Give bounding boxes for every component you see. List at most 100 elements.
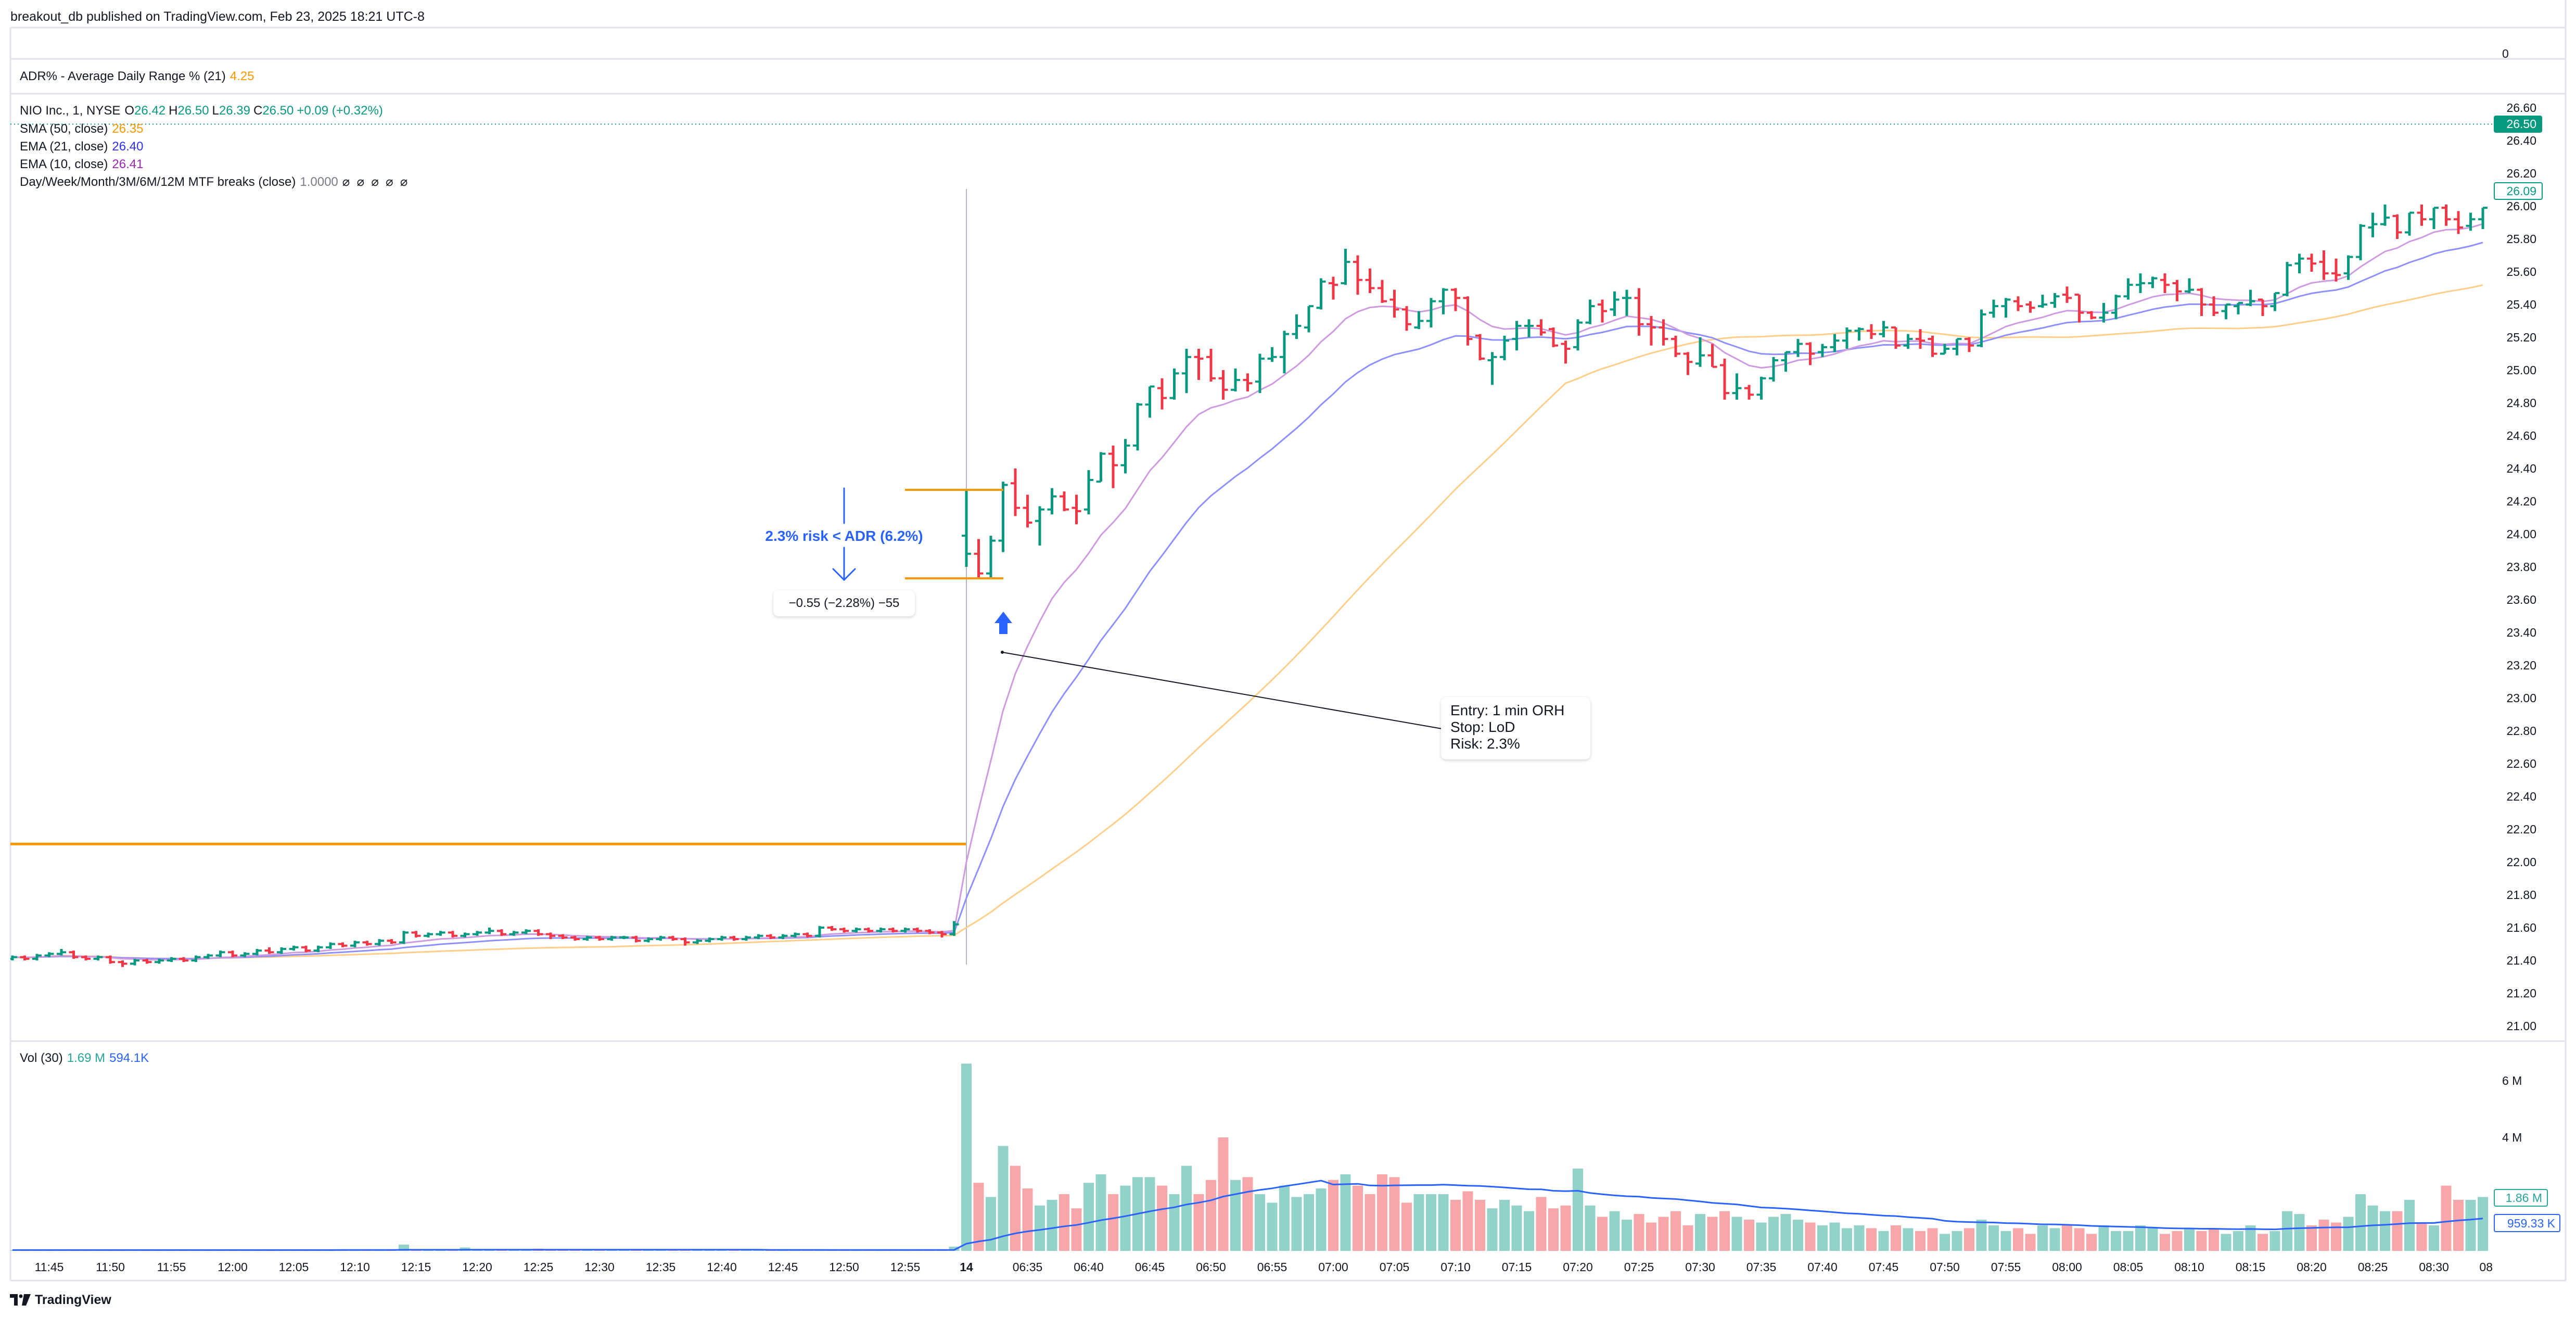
volume-bar: [2013, 1228, 2023, 1251]
price-marker-label: 26.09: [2506, 184, 2536, 198]
price-bar: [93, 955, 103, 960]
volume-bar: [1940, 1234, 1950, 1251]
tradingview-brand: TradingView: [35, 1292, 111, 1307]
volume-bar: [1328, 1180, 1338, 1251]
time-tick-label: 08:20: [2297, 1260, 2327, 1274]
price-bar: [1683, 352, 1693, 375]
volume-bar: [1915, 1231, 1925, 1251]
volume-pane[interactable]: [7, 1063, 2488, 1251]
publish-header: breakout_db published on TradingView.com…: [10, 9, 425, 24]
price-bar: [851, 928, 861, 933]
measure-label[interactable]: −0.55 (−2.28%) −55: [773, 590, 915, 616]
price-bar: [2221, 303, 2231, 320]
sma50-legend[interactable]: SMA (50, close) 26.35: [20, 121, 147, 137]
time-tick-label: 14: [960, 1260, 973, 1274]
volume-bar: [1022, 1188, 1033, 1251]
volume-bar: [1426, 1194, 1436, 1251]
price-bar: [326, 942, 335, 949]
volume-bar: [998, 1146, 1009, 1251]
volume-bar: [2294, 1214, 2305, 1251]
adr-legend[interactable]: ADR% - Average Daily Range % (21) 4.25: [20, 69, 258, 84]
time-tick-label: 07:15: [1502, 1260, 1532, 1274]
volume-bar: [1670, 1211, 1681, 1251]
volume-bar: [1768, 1217, 1779, 1251]
price-bar: [2148, 276, 2158, 288]
volume-bar: [1585, 1205, 1596, 1251]
last-volume-label: 1.86 M: [2506, 1191, 2542, 1205]
volume-bar: [1475, 1199, 1485, 1251]
price-bar: [1341, 248, 1350, 285]
price-bar: [2343, 255, 2353, 280]
callout-line-risk: Risk: 2.3%: [1450, 736, 1520, 752]
price-bar: [1659, 319, 1668, 346]
price-tick-label: 24.40: [2506, 462, 2536, 475]
price-bar: [2368, 212, 2378, 237]
entry-arrow-up-icon[interactable]: [994, 612, 1012, 634]
price-bar: [1475, 334, 1485, 361]
mtf-legend[interactable]: Day/Week/Month/3M/6M/12M MTF breaks (clo…: [20, 174, 412, 190]
price-bar: [2429, 207, 2439, 230]
time-tick-label: 12:00: [218, 1260, 248, 1274]
price-bar: [2111, 295, 2121, 320]
volume-bar: [2221, 1234, 2231, 1251]
volume-bar: [1267, 1202, 1278, 1251]
risk-annotation-text[interactable]: 2.3% risk < ADR (6.2%): [765, 528, 923, 544]
price-bar: [106, 955, 115, 964]
volume-bar: [2429, 1225, 2439, 1251]
volume-bar: [1695, 1214, 1705, 1251]
price-tick-label: 25.00: [2506, 363, 2536, 377]
price-bar: [1916, 329, 1925, 349]
volume-bar: [2086, 1234, 2097, 1251]
price-tick-label: 24.60: [2506, 429, 2536, 442]
time-tick-label: 12:35: [646, 1260, 676, 1274]
tradingview-footer[interactable]: TradingView: [10, 1292, 111, 1308]
time-axis[interactable]: 11:45 11:50 11:55 12:00 12:05 12:10 12:15 12:20…: [35, 1260, 2493, 1274]
ema21-legend[interactable]: EMA (21, close) 26.40: [20, 139, 147, 155]
price-bar: [2331, 258, 2341, 282]
price-bar: [2270, 292, 2280, 311]
price-bar: [619, 935, 629, 940]
price-bar: [1561, 340, 1571, 364]
volume-bar: [1010, 1166, 1021, 1251]
symbol-legend[interactable]: NIO Inc., 1, NYSE O26.42 H26.50 L26.39 C26.5…: [20, 103, 387, 119]
price-bar: [1989, 299, 1998, 318]
ema10-line: [12, 223, 2483, 961]
time-tick-label: 08:10: [2174, 1260, 2204, 1274]
ema10-legend[interactable]: EMA (10, close) 26.41: [20, 157, 147, 172]
volume-bar: [1499, 1199, 1510, 1251]
volume-bar: [2306, 1225, 2317, 1251]
volume-bar: [1108, 1194, 1118, 1251]
volume-bar: [1658, 1217, 1669, 1251]
volume-bar: [2416, 1222, 2427, 1251]
price-bar: [1414, 311, 1424, 330]
price-bar: [1438, 288, 1448, 314]
price-bar: [717, 935, 726, 941]
price-bar: [888, 928, 898, 933]
volume-bar: [1548, 1208, 1559, 1251]
price-bar: [1549, 327, 1558, 347]
volume-legend[interactable]: Vol (30) 1.69 M 594.1K: [20, 1050, 153, 1066]
price-bar: [607, 935, 617, 941]
price-bar: [448, 931, 457, 938]
volume-bar: [2123, 1231, 2134, 1251]
price-axis[interactable]: 26.60 26.40 26.20 26.00 25.80 25.60 25.40 25.20…: [2506, 101, 2536, 1033]
volume-bar: [1756, 1222, 1767, 1251]
price-bar: [142, 958, 152, 964]
close-label: C: [253, 104, 263, 118]
price-bar: [1120, 439, 1130, 474]
volume-bar: [1255, 1194, 1265, 1251]
price-bar: [693, 939, 702, 944]
volume-bar: [2343, 1217, 2354, 1251]
price-bar: [118, 960, 127, 967]
volume-axis[interactable]: 6 M 4 M: [2502, 1074, 2522, 1144]
volume-bar: [1646, 1222, 1656, 1251]
price-pane[interactable]: [8, 189, 2488, 967]
price-bar: [705, 937, 715, 943]
price-bar: [1805, 342, 1815, 365]
price-bar: [668, 935, 678, 941]
callout-box[interactable]: Entry: 1 min ORH Stop: LoD Risk: 2.3%: [1441, 697, 1590, 759]
last-volume-badge: 1.86 M: [2494, 1189, 2548, 1207]
volume-bar: [2147, 1228, 2158, 1251]
price-tick-label: 22.60: [2506, 757, 2536, 770]
